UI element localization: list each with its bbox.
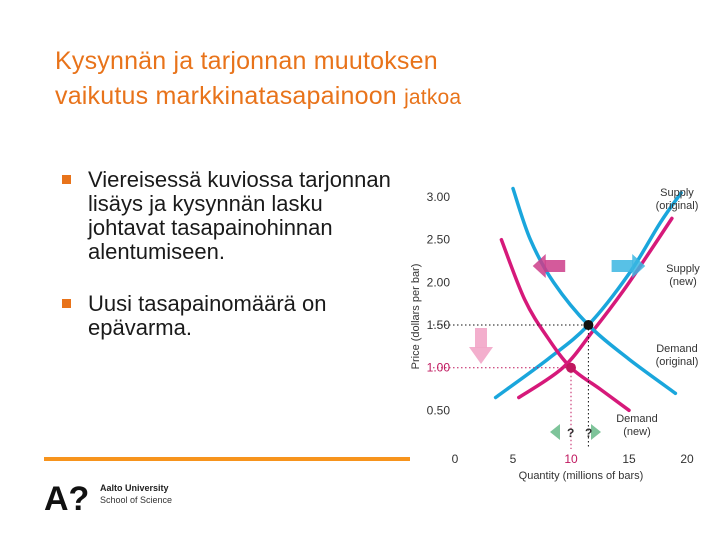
bullet-item: Viereisessä kuviossa tarjonnan lisäys ja… bbox=[62, 168, 402, 264]
label-supply-original: Supply bbox=[660, 187, 694, 199]
quantity-right-arrow bbox=[591, 424, 601, 440]
bullet-marker bbox=[62, 175, 71, 184]
label-demand-original: (original) bbox=[656, 356, 699, 368]
aalto-logo: A? Aalto University School of Science bbox=[44, 478, 204, 518]
y-tick-label: 0.50 bbox=[427, 403, 451, 417]
curve-demand-new bbox=[499, 237, 631, 413]
slide-title-line2: vaikutus markkinatasapainoon bbox=[55, 82, 397, 110]
label-supply-new: (new) bbox=[669, 276, 697, 288]
y-tick-label: 2.50 bbox=[427, 233, 451, 247]
demand-shift-arrow bbox=[532, 254, 566, 278]
curve-supply-new bbox=[517, 216, 674, 400]
curves-layer bbox=[493, 186, 683, 413]
y-axis-label: Price (dollars per bar) bbox=[410, 264, 422, 370]
supply-shift-arrow bbox=[611, 254, 646, 278]
bullet-text: Viereisessä kuviossa tarjonnan lisäys ja… bbox=[88, 167, 391, 264]
curve-supply-original bbox=[493, 191, 683, 400]
equilibrium-point-original bbox=[583, 320, 594, 331]
quantity-question-mark: ? bbox=[567, 426, 574, 440]
supply-shift-arrow-head bbox=[632, 254, 646, 278]
price-drop-arrow-shaft bbox=[475, 328, 487, 348]
logo-line2: School of Science bbox=[100, 495, 173, 505]
labels-layer: ? ?Supply(original)Supply(new)Demand(orig… bbox=[567, 187, 700, 440]
equilibrium-point-new bbox=[566, 362, 576, 373]
x-axis-label: Quantity (millions of bars) bbox=[519, 470, 644, 482]
bullet-item: Uusi tasapainomäärä on epävarma. bbox=[62, 292, 402, 340]
logo-line1: Aalto University bbox=[100, 483, 169, 493]
y-tick-label: 3.00 bbox=[427, 190, 451, 204]
label-demand-new: (new) bbox=[623, 426, 651, 438]
aalto-logo-mark: A? bbox=[44, 480, 89, 516]
footer-rule bbox=[44, 457, 410, 461]
x-tick-label: 10 bbox=[564, 452, 578, 466]
marks-layer bbox=[433, 254, 646, 449]
curve-demand-original bbox=[511, 186, 678, 396]
label-supply-original: (original) bbox=[656, 200, 699, 212]
label-demand-original: Demand bbox=[656, 343, 698, 355]
quantity-question-mark: ? bbox=[585, 426, 592, 440]
x-tick-label: 5 bbox=[510, 452, 517, 466]
x-tick-label: 15 bbox=[622, 452, 636, 466]
x-tick-label: 20 bbox=[680, 452, 694, 466]
aalto-logo-glyph: A? bbox=[44, 480, 89, 516]
bullet-text: Uusi tasapainomäärä on epävarma. bbox=[88, 291, 327, 340]
slide-title: Kysynnän ja tarjonnan muutoksen vaikutus… bbox=[55, 44, 695, 115]
slide-title-suffix: jatkoa bbox=[404, 86, 462, 109]
price-drop-arrow-head bbox=[469, 347, 493, 364]
label-demand-new: Demand bbox=[616, 413, 658, 425]
slide-title-line1: Kysynnän ja tarjonnan muutoksen bbox=[55, 47, 438, 75]
supply-shift-arrow-shaft bbox=[611, 260, 634, 272]
quantity-left-arrow bbox=[550, 424, 560, 440]
demand-shift-arrow-shaft bbox=[544, 260, 566, 272]
bullet-marker bbox=[62, 299, 71, 308]
price-drop-arrow bbox=[469, 328, 493, 364]
demand-shift-arrow-head bbox=[532, 254, 546, 278]
x-tick-label: 0 bbox=[452, 452, 459, 466]
label-supply-new: Supply bbox=[666, 263, 700, 275]
bullet-list: Viereisessä kuviossa tarjonnan lisäys ja… bbox=[62, 168, 402, 368]
y-tick-label: 2.00 bbox=[427, 275, 451, 289]
